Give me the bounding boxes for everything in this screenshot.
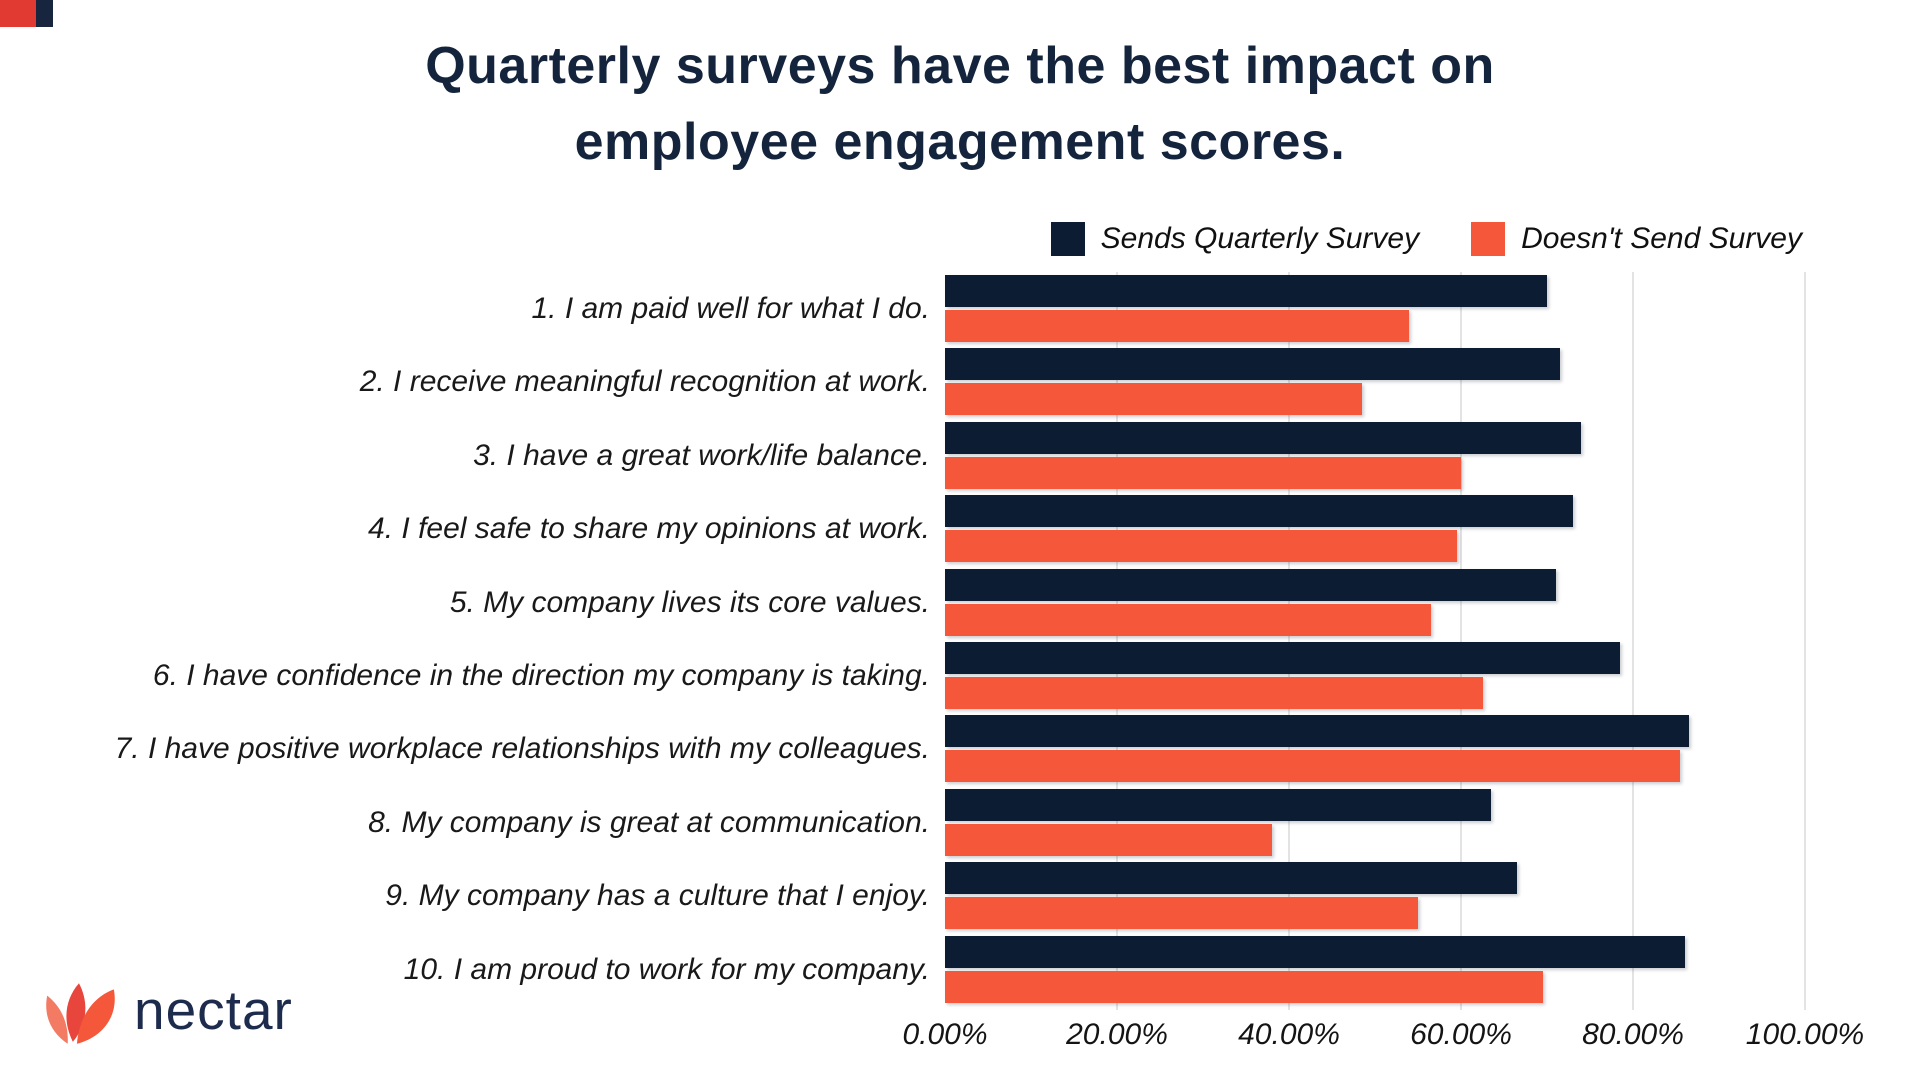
category-label: 10. I am proud to work for my company. [403,952,930,986]
gridline [1288,272,1290,1010]
bar-doesnt-send-survey [945,383,1362,415]
bar-sends-quarterly-survey [945,348,1560,380]
category-label: 1. I am paid well for what I do. [531,291,930,325]
bar-sends-quarterly-survey [945,862,1517,894]
x-axis-tick-label: 20.00% [1066,1018,1168,1051]
category-label: 2. I receive meaningful recognition at w… [359,364,930,398]
x-axis-tick-label: 60.00% [1410,1018,1512,1051]
legend-swatch-navy [1050,222,1085,256]
bar-doesnt-send-survey [945,677,1483,709]
bar-sends-quarterly-survey [945,275,1547,307]
bar-doesnt-send-survey [945,310,1409,342]
bar-doesnt-send-survey [945,824,1272,856]
x-axis-tick-label: 100.00% [1745,1018,1865,1051]
chart-title-line-1: Quarterly surveys have the best impact o… [425,37,1495,95]
category-label: 6. I have confidence in the direction my… [152,658,930,692]
gridline [1460,272,1462,1010]
category-label: 7. I have positive workplace relationshi… [114,731,930,765]
corner-accent-red [0,0,36,27]
bar-sends-quarterly-survey [945,936,1685,968]
legend-label: Sends Quarterly Survey [1100,222,1420,255]
gridline [1116,272,1118,1010]
bar-doesnt-send-survey [945,457,1461,489]
bar-sends-quarterly-survey [945,642,1620,674]
nectar-flower-icon [46,983,115,1044]
legend-item-doesnt-send-survey: Doesn't Send Survey [1471,222,1802,256]
category-label: 9. My company has a culture that I enjoy… [385,878,930,912]
category-label: 4. I feel safe to share my opinions at w… [368,511,930,545]
legend-item-sends-quarterly-survey: Sends Quarterly Survey [1050,222,1420,256]
category-label: 3. I have a great work/life balance. [473,438,930,472]
bar-sends-quarterly-survey [945,495,1573,527]
chart-title-line-2: employee engagement scores. [574,113,1346,171]
gridline [1632,272,1634,1010]
gridline [1804,272,1806,1010]
x-axis-tick-label: 40.00% [1238,1018,1340,1051]
bar-sends-quarterly-survey [945,789,1491,821]
corner-accent-navy [36,0,53,27]
category-label: 8. My company is great at communication. [368,805,930,839]
x-axis-tick-label: 80.00% [1582,1018,1684,1051]
corner-accent-mark [0,0,53,27]
bar-doesnt-send-survey [945,971,1543,1003]
nectar-logo: nectar [40,980,293,1046]
legend-label: Doesn't Send Survey [1521,222,1802,255]
bar-sends-quarterly-survey [945,569,1556,601]
chart-title: Quarterly surveys have the best impact o… [0,28,1920,180]
bar-doesnt-send-survey [945,604,1431,636]
x-axis-tick-label: 0.00% [902,1018,988,1051]
bar-doesnt-send-survey [945,530,1457,562]
bar-doesnt-send-survey [945,750,1680,782]
bar-doesnt-send-survey [945,897,1418,929]
bar-sends-quarterly-survey [945,715,1689,747]
category-label: 5. My company lives its core values. [449,585,930,619]
bar-sends-quarterly-survey [945,422,1581,454]
nectar-wordmark: nectar [134,978,293,1041]
legend-swatch-orange [1471,222,1506,256]
legend: Sends Quarterly Survey Doesn't Send Surv… [1050,222,1802,256]
